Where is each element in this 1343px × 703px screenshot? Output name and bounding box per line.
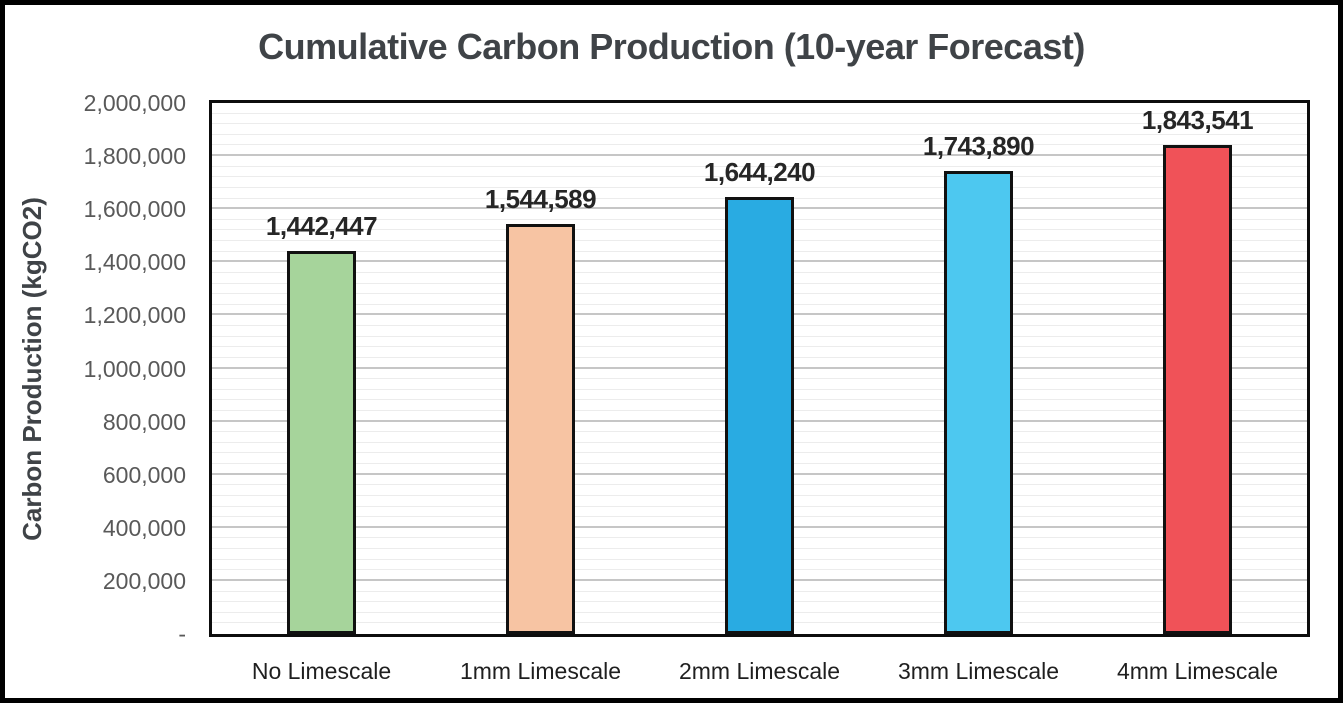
bar	[506, 223, 575, 634]
gridline-minor	[212, 176, 1307, 178]
bar	[287, 251, 356, 634]
x-category-label: No Limescale	[251, 658, 392, 684]
y-tick-label: 800,000	[102, 408, 186, 435]
y-axis-tick-labels: 2,000,000 1,800,000 1,600,000 1,400,000 1,20…	[0, 0, 192, 703]
bar-value-label: 1,544,589	[484, 183, 597, 214]
gridline-major	[212, 154, 1307, 157]
y-tick-label: 1,600,000	[83, 196, 186, 223]
y-tick-label: 400,000	[102, 514, 186, 541]
x-category-label: 4mm Limescale	[1116, 658, 1279, 684]
y-tick-label: 600,000	[102, 461, 186, 488]
x-category-label: 2mm Limescale	[678, 658, 841, 684]
bar-value-label: 1,442,447	[265, 211, 378, 242]
gridline-minor	[212, 186, 1307, 188]
gridline-minor	[212, 165, 1307, 167]
y-tick-label: 2,000,000	[83, 90, 186, 116]
gridline-minor	[212, 112, 1307, 114]
y-tick-label: 1,400,000	[83, 249, 186, 276]
gridline-minor	[212, 144, 1307, 146]
y-tick-label: 1,800,000	[83, 143, 186, 170]
x-axis-category-labels: No Limescale 1mm Limescale 2mm Limescale 3m…	[209, 654, 1310, 688]
y-tick-label: 1,200,000	[83, 302, 186, 329]
y-tick-label: -	[178, 621, 186, 647]
y-tick-label: 1,000,000	[83, 355, 186, 382]
bar	[725, 197, 794, 634]
bar-value-label: 1,644,240	[703, 157, 816, 188]
x-category-label: 3mm Limescale	[897, 658, 1060, 684]
y-tick-label: 200,000	[102, 567, 186, 594]
gridline-minor	[212, 133, 1307, 135]
x-category-label: 1mm Limescale	[459, 658, 622, 684]
gridline-minor	[212, 123, 1307, 125]
bar-value-label: 1,843,541	[1141, 104, 1254, 135]
bar-value-label: 1,743,890	[922, 131, 1035, 161]
bar	[944, 171, 1013, 634]
plot-area: 1,442,447 1,544,589 1,644,240 1,743,890 1,84…	[209, 100, 1310, 637]
bar	[1163, 144, 1232, 634]
chart-title: Cumulative Carbon Production (10-year Fo…	[258, 26, 1085, 67]
